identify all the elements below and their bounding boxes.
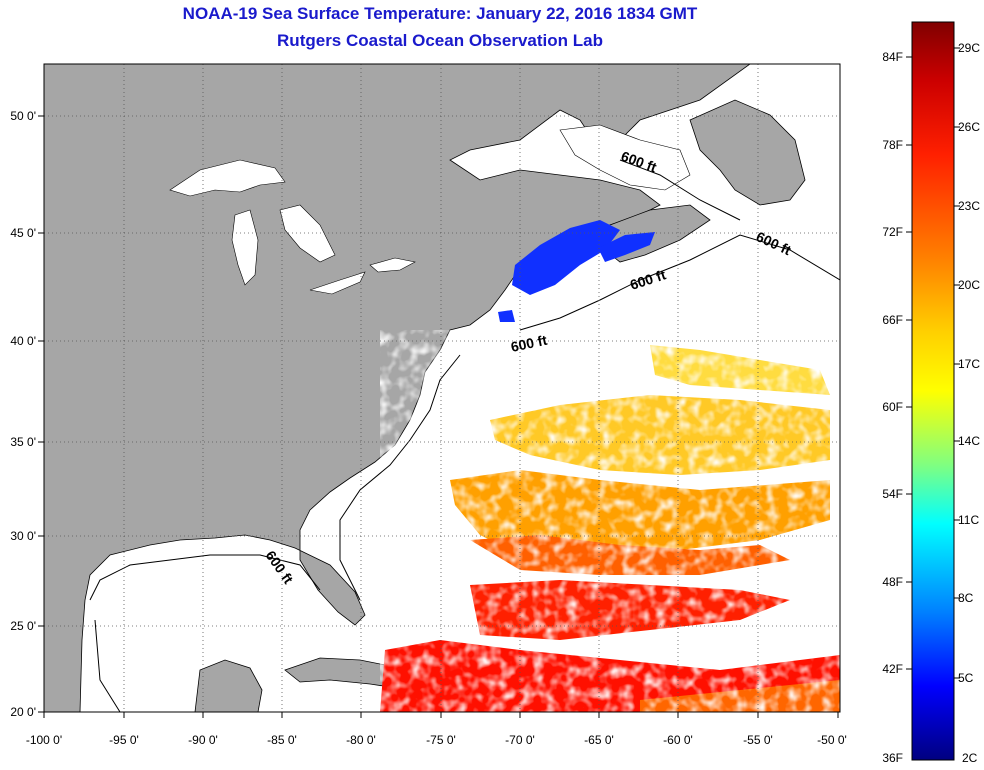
graticule — [44, 64, 840, 712]
colorbar-f-label: 72F — [882, 225, 903, 239]
lat-tick-label: 30 0' — [10, 529, 36, 543]
colorbar-c-label: 11C — [958, 513, 979, 527]
sst-data-layer — [380, 220, 840, 712]
lon-tick-label: -65 0' — [584, 733, 614, 747]
lat-tick-label: 50 0' — [10, 109, 36, 123]
lon-tick-label: -85 0' — [267, 733, 297, 747]
lon-tick-label: -80 0' — [346, 733, 376, 747]
lake-ontario — [369, 257, 416, 273]
isobath-600ft-lines — [89, 159, 840, 712]
lon-tick-label: -50 0' — [817, 733, 847, 747]
colorbar-ticks — [906, 47, 960, 679]
lon-tick-label: -90 0' — [188, 733, 218, 747]
colorbar-f-label: 78F — [882, 138, 903, 152]
lon-tick-label: -100 0' — [26, 733, 62, 747]
map-subtitle: Rutgers Coastal Ocean Observation Lab — [277, 31, 603, 50]
colorbar-f-label: 36F — [882, 751, 903, 765]
colorbar-f-label: 54F — [882, 487, 903, 501]
colorbar-c-label: 23C — [958, 199, 980, 213]
colorbar-c-label: 17C — [958, 357, 980, 371]
colorbar-c-label: 26C — [958, 120, 980, 134]
colorbar-c-label: 29C — [958, 41, 980, 55]
lake-erie — [309, 271, 366, 295]
colorbar-f-label: 42F — [882, 662, 903, 676]
lon-tick-label: -70 0' — [505, 733, 535, 747]
colorbar-gradient — [911, 21, 955, 761]
longitude-axis: -100 0' -95 0' -90 0' -85 0' -80 0' -75 … — [26, 733, 847, 747]
colorbar-f-label: 84F — [882, 50, 903, 64]
lon-tick-label: -55 0' — [743, 733, 773, 747]
lat-tick-label: 25 0' — [10, 619, 36, 633]
lake-huron — [279, 204, 336, 263]
colorbar-c-label: 20C — [958, 278, 980, 292]
temperature-colorbar: 84F 78F 72F 66F 60F 54F 48F 42F 36F 29C … — [882, 21, 980, 765]
newfoundland-land — [689, 99, 806, 206]
colorbar-f-label: 66F — [882, 313, 903, 327]
lake-michigan — [231, 209, 259, 286]
lat-tick-label: 35 0' — [10, 435, 36, 449]
colorbar-c-label: 14C — [958, 434, 980, 448]
contour-label-600ft: 600 ft — [509, 332, 548, 355]
lat-tick-label: 40 0' — [10, 334, 36, 348]
lon-tick-label: -75 0' — [426, 733, 456, 747]
latitude-axis: 20 0' 25 0' 30 0' 35 0' 40 0' 45 0' 50 0… — [10, 109, 36, 719]
lon-tick-label: -60 0' — [663, 733, 693, 747]
colorbar-c-label: 5C — [958, 671, 974, 685]
lat-tick-label: 20 0' — [10, 705, 36, 719]
yucatan-land — [194, 659, 263, 712]
map-title: NOAA-19 Sea Surface Temperature: January… — [182, 4, 698, 23]
axis-tick-marks — [38, 115, 839, 718]
map-frame — [43, 63, 841, 713]
lat-tick-label: 45 0' — [10, 226, 36, 240]
colorbar-f-label: 60F — [882, 400, 903, 414]
lon-tick-label: -95 0' — [109, 733, 139, 747]
colorbar-f-label: 48F — [882, 575, 903, 589]
lake-superior — [169, 159, 286, 197]
colorbar-c-label: 8C — [958, 591, 974, 605]
colorbar-c-label: 2C — [962, 751, 978, 765]
